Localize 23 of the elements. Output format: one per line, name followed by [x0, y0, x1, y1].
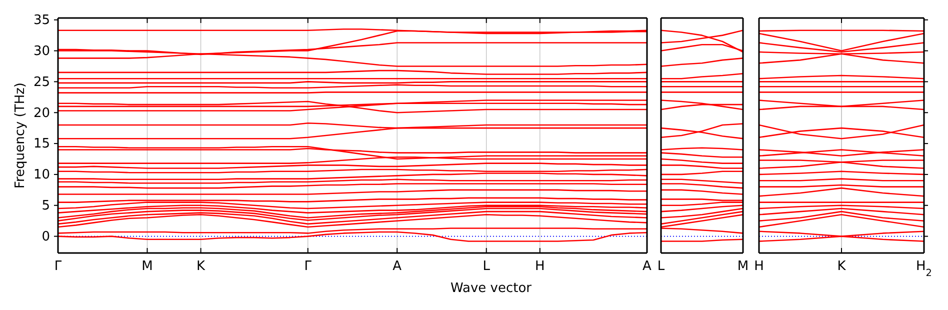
y-tick-label: 5: [42, 198, 50, 214]
y-tick-label: 30: [33, 44, 50, 59]
y-tick-label: 15: [33, 136, 50, 152]
x-tick-label: A: [392, 259, 402, 274]
x-tick-label: K: [196, 259, 206, 274]
x-tick-label: M: [142, 259, 153, 274]
y-tick-label: 20: [33, 106, 50, 121]
y-axis-title: Frequency (THz): [13, 82, 28, 188]
x-tick-label: Γ: [54, 259, 62, 274]
x-tick-label: K: [837, 259, 846, 274]
x-tick-label: A: [642, 259, 652, 274]
x-tick-label: M: [737, 259, 749, 274]
x-tick-label: H: [535, 259, 545, 274]
y-tick-label: 35: [33, 13, 50, 28]
x-tick-label: Γ: [304, 259, 312, 274]
y-tick-label: 0: [42, 229, 50, 244]
x-axis-title: Wave vector: [450, 281, 532, 296]
y-tick-label: 25: [33, 74, 50, 90]
x-tick-label: L: [657, 259, 666, 274]
x-tick-label: L: [482, 259, 491, 274]
y-tick-label: 10: [33, 168, 50, 183]
x-tick-label: H: [754, 259, 764, 274]
x-tick-label: H$_{2}$: [916, 259, 932, 279]
